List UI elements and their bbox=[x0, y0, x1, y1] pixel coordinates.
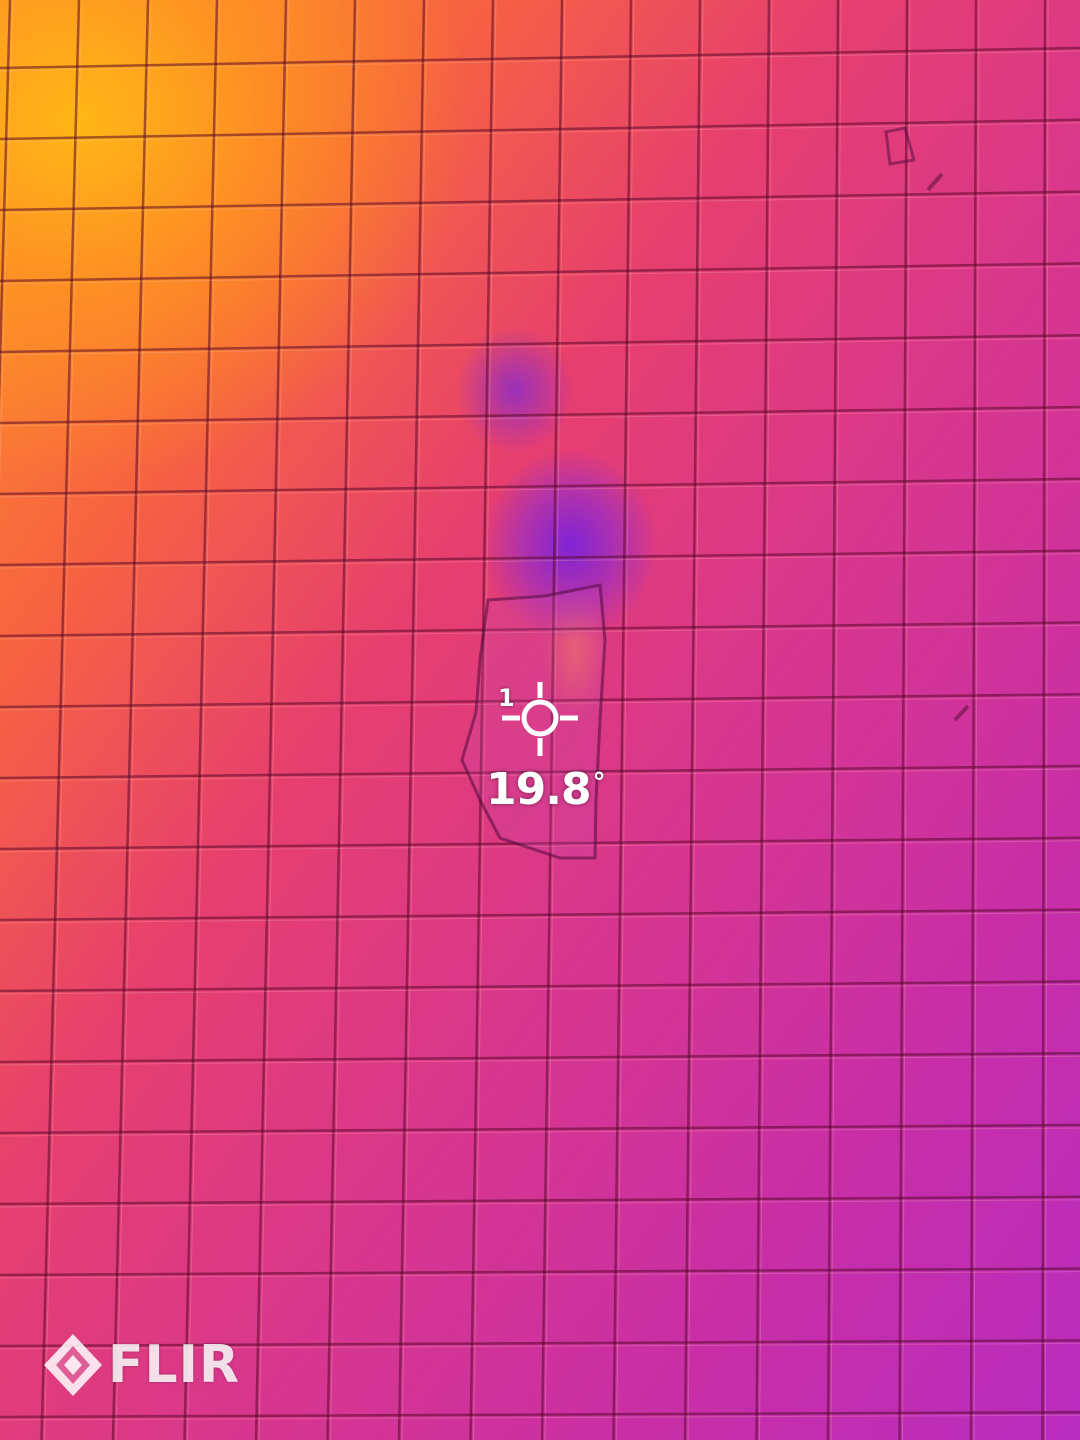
grid-line bbox=[0, 836, 1080, 851]
spot-temperature-readout: 19.8° bbox=[486, 768, 606, 812]
grid-line-highlight bbox=[1045, 0, 1049, 1440]
spot-meter-index: 1 bbox=[498, 684, 515, 712]
grid-line bbox=[0, 405, 1080, 425]
grid-line-highlight bbox=[0, 840, 1080, 853]
grid-line-highlight bbox=[0, 0, 14, 487]
grid-line-highlight bbox=[0, 265, 1080, 285]
grid-line-highlight bbox=[330, 0, 359, 1440]
grid-line-highlight bbox=[0, 624, 1080, 640]
grid-line bbox=[0, 118, 1080, 141]
grid-line bbox=[0, 46, 1080, 70]
grid-line bbox=[0, 1051, 1080, 1064]
grid-line bbox=[0, 0, 12, 406]
grid-line bbox=[0, 477, 1080, 496]
grid-line bbox=[0, 621, 1080, 638]
grid-line-highlight bbox=[115, 0, 152, 1440]
grid-line bbox=[0, 1123, 1080, 1135]
grid-line-highlight bbox=[0, 553, 1080, 569]
grid-line-highlight bbox=[0, 1271, 1080, 1279]
flir-logo-mark-icon bbox=[44, 1334, 102, 1396]
grid-horizontal-lines bbox=[0, 46, 1080, 1421]
grid-line bbox=[0, 333, 1080, 354]
grid-line-highlight bbox=[902, 0, 911, 1440]
grid-line bbox=[0, 262, 1080, 283]
grid-line bbox=[1041, 0, 1047, 1440]
temperature-unit: ° bbox=[592, 768, 606, 798]
grid-line bbox=[0, 1195, 1080, 1206]
grid-line-highlight bbox=[258, 0, 290, 1440]
grid-line-highlight bbox=[0, 1342, 1080, 1350]
grid-line bbox=[0, 1410, 1080, 1419]
grid-line-highlight bbox=[0, 194, 1080, 214]
grid-line-highlight bbox=[44, 0, 83, 1440]
grid-line bbox=[0, 1267, 1080, 1277]
grid-line-highlight bbox=[973, 0, 980, 1440]
grid-line bbox=[898, 0, 909, 1440]
grid-line-highlight bbox=[830, 0, 842, 1440]
grid-line bbox=[326, 0, 357, 1440]
grid-line-highlight bbox=[187, 0, 221, 1440]
grid-line bbox=[254, 0, 288, 1440]
grid-line bbox=[40, 0, 81, 1440]
flir-logo: FLIR bbox=[42, 1332, 240, 1398]
grid-line-highlight bbox=[0, 1414, 1080, 1421]
flir-logo-text: FLIR bbox=[108, 1335, 241, 1395]
grid-line bbox=[0, 1339, 1080, 1348]
crosshair-icon bbox=[502, 682, 578, 756]
grid-line-highlight bbox=[0, 983, 1080, 995]
grid-line bbox=[0, 549, 1080, 567]
grid-line-highlight bbox=[0, 1055, 1080, 1066]
grid-line-highlight bbox=[0, 409, 1080, 427]
grid-line bbox=[969, 0, 978, 1440]
grid-line-highlight bbox=[0, 122, 1080, 143]
grid-line bbox=[183, 0, 219, 1440]
grid-line-highlight bbox=[0, 337, 1080, 356]
grid-line-highlight bbox=[0, 481, 1080, 498]
grid-line-highlight bbox=[401, 0, 428, 1440]
grid-line-highlight bbox=[0, 1127, 1080, 1137]
grid-line-highlight bbox=[0, 912, 1080, 924]
grid-line bbox=[0, 764, 1080, 780]
grid-line-highlight bbox=[0, 1199, 1080, 1208]
grid-line bbox=[0, 190, 1080, 212]
grid-line-highlight bbox=[0, 768, 1080, 782]
spot-temperature-value: 19.8 bbox=[486, 764, 592, 815]
grid-line bbox=[111, 0, 150, 1440]
grid-line bbox=[397, 0, 426, 1440]
grid-line bbox=[0, 908, 1080, 922]
grid-line bbox=[826, 0, 840, 1440]
grid-line bbox=[0, 980, 1080, 993]
grid-line-highlight bbox=[0, 50, 1080, 72]
